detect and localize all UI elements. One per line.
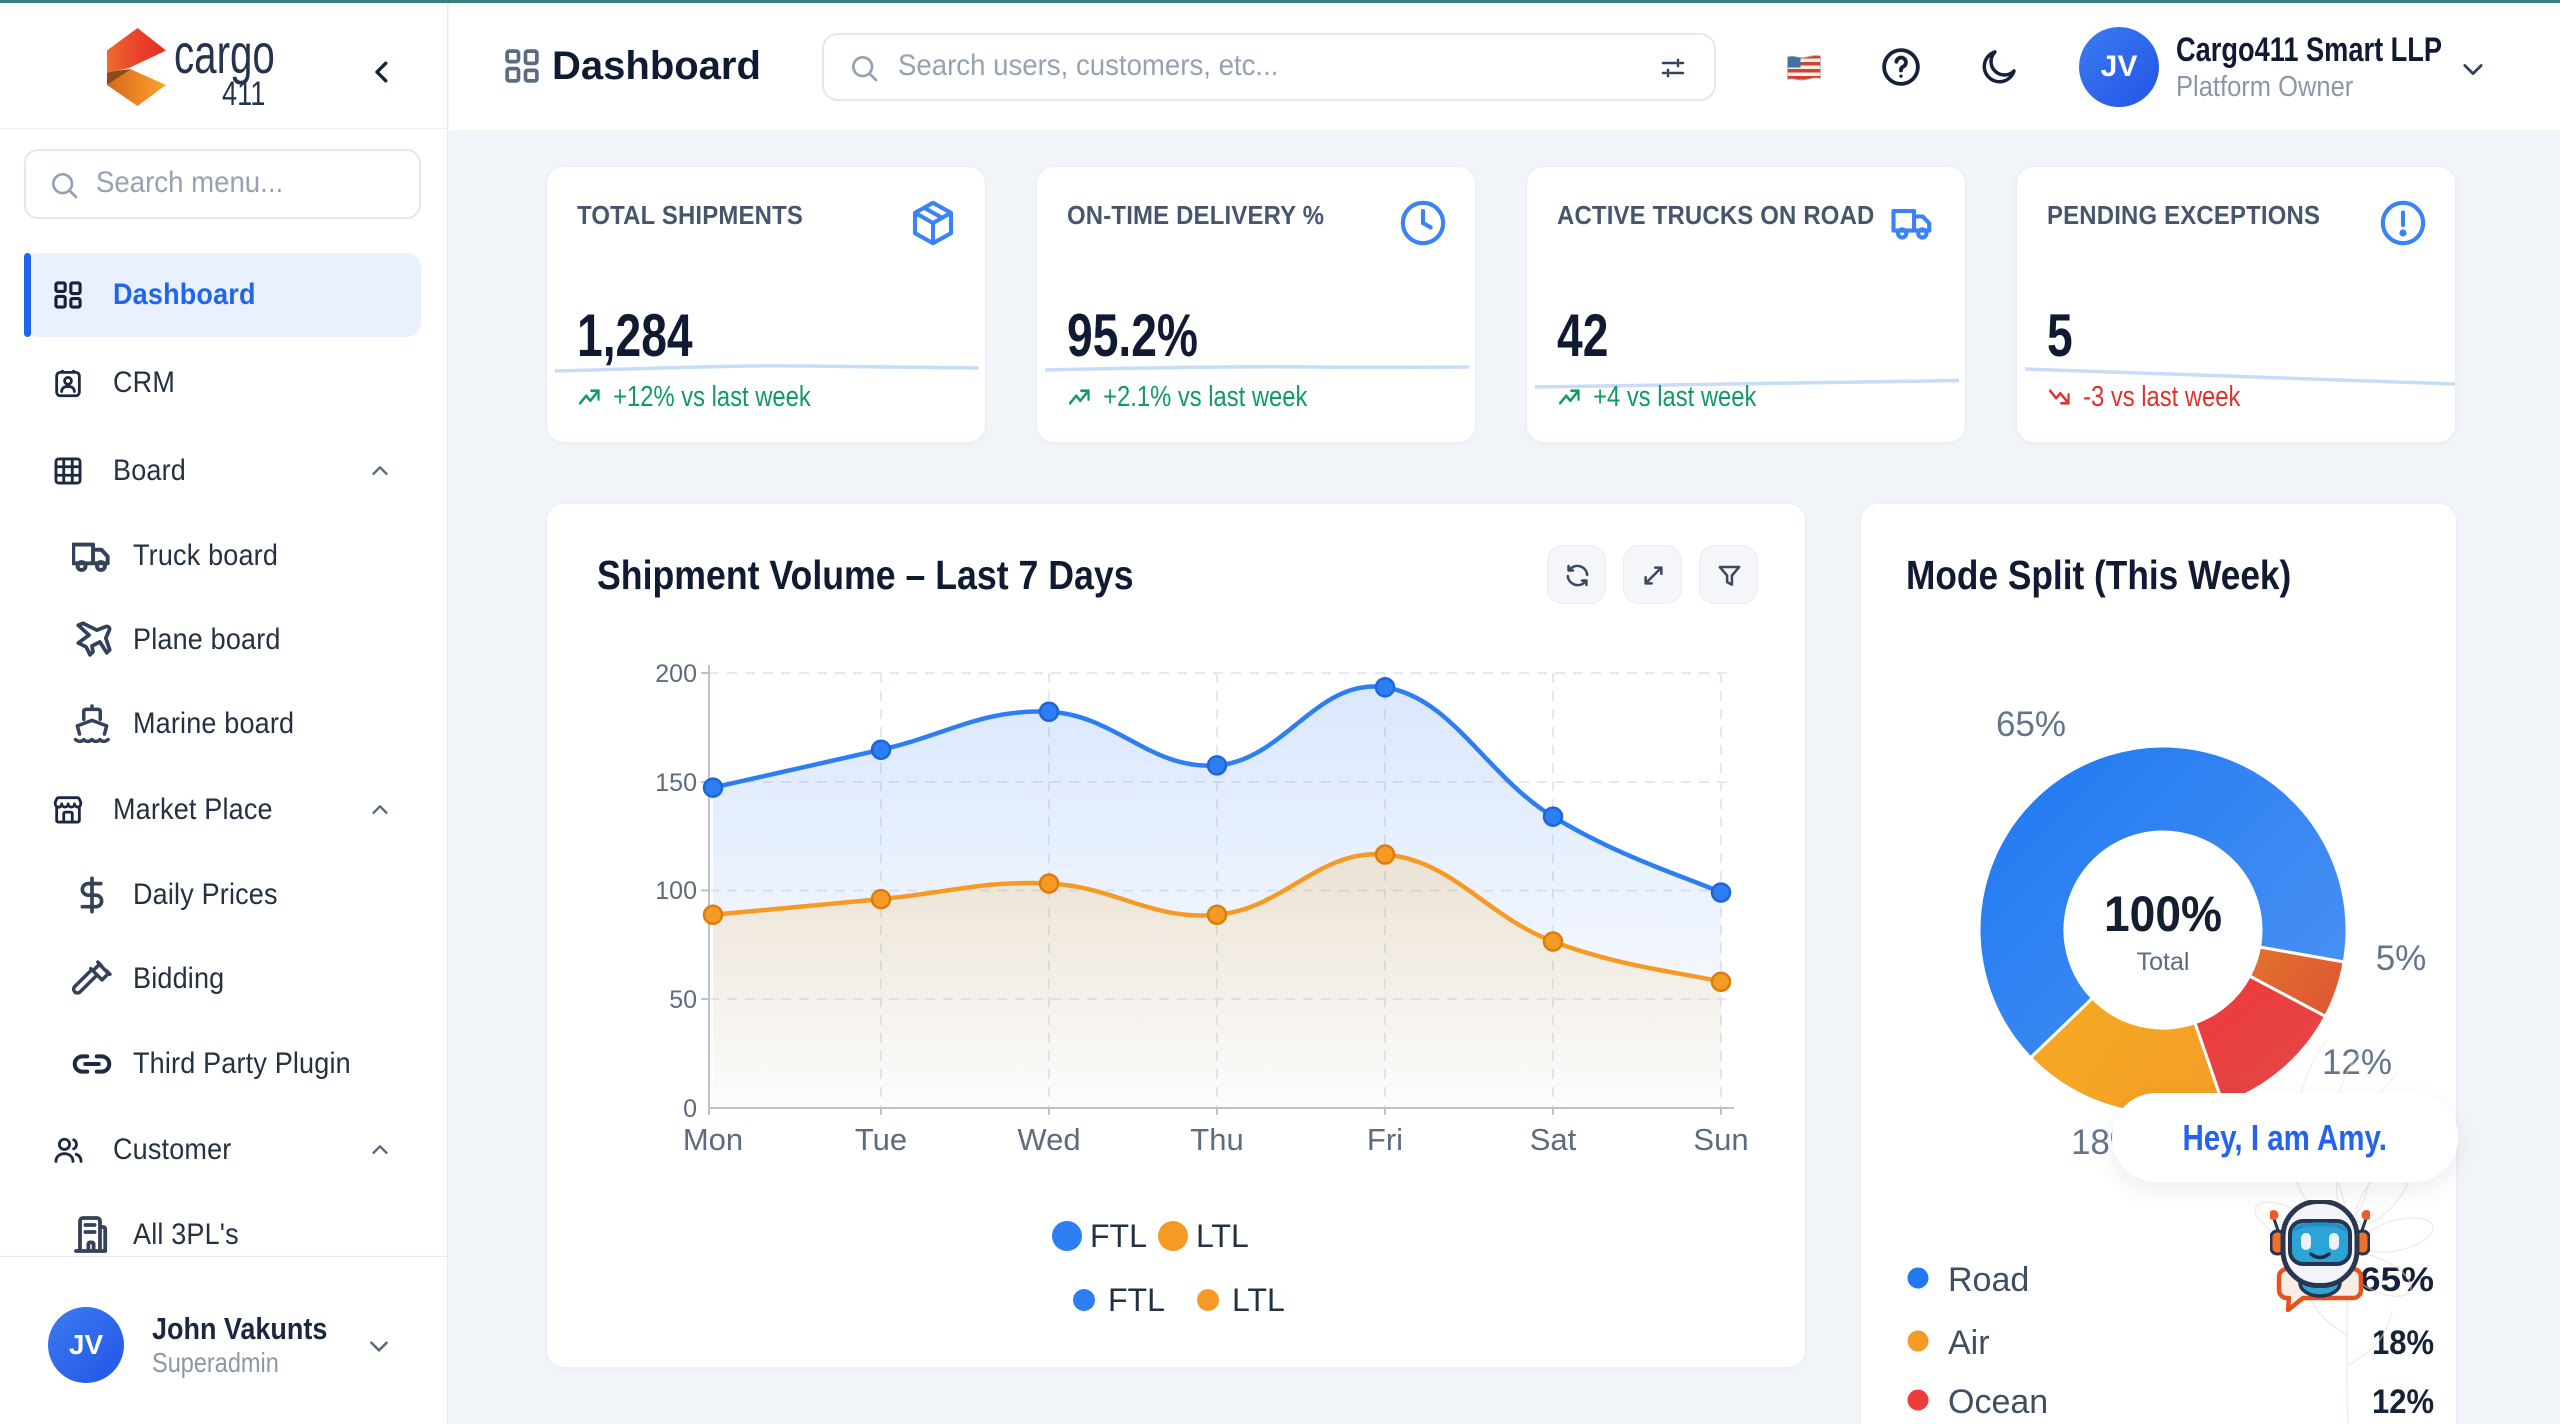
svg-text:Wed: Wed [1017,1122,1080,1157]
svg-text:Ocean: Ocean [1948,1383,2048,1421]
svg-text:Tue: Tue [855,1122,907,1157]
svg-text:65%: 65% [1996,705,2066,744]
svg-text:Thu: Thu [1190,1122,1243,1157]
svg-text:Air: Air [1948,1324,1990,1362]
svg-text:0: 0 [683,1095,697,1123]
svg-text:FTL: FTL [1090,1218,1147,1254]
svg-text:LTL: LTL [1196,1218,1249,1254]
svg-text:Fri: Fri [1367,1122,1403,1157]
svg-text:Sun: Sun [1693,1122,1748,1157]
svg-text:Sat: Sat [1530,1122,1577,1157]
svg-text:Total: Total [2137,948,2190,976]
svg-text:5%: 5% [2376,939,2427,978]
svg-text:FTL: FTL [1108,1282,1165,1318]
svg-text:LTL: LTL [1232,1282,1285,1318]
svg-text:12%: 12% [2372,1383,2434,1421]
svg-text:50: 50 [669,986,697,1014]
svg-text:Mon: Mon [683,1122,743,1157]
svg-text:Road: Road [1948,1261,2029,1299]
svg-text:100%: 100% [2104,886,2222,942]
svg-text:12%: 12% [2322,1043,2392,1082]
svg-text:100: 100 [655,877,697,905]
svg-text:150: 150 [655,769,697,797]
svg-text:200: 200 [655,660,697,688]
svg-text:18%: 18% [2372,1324,2434,1362]
